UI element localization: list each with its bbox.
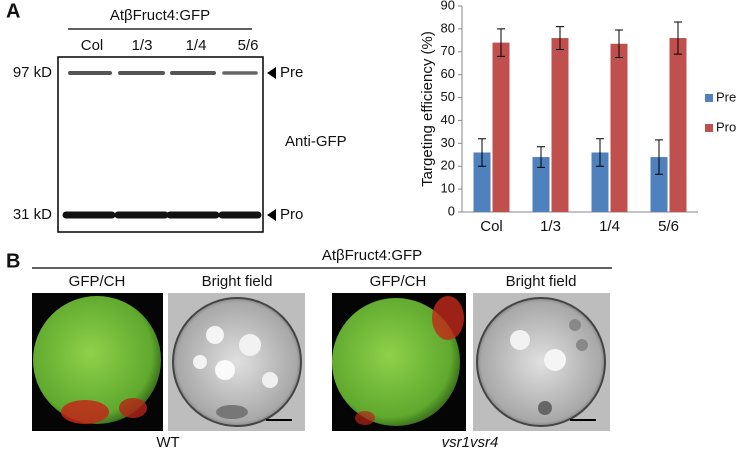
genotype: WT — [156, 434, 179, 450]
micrograph — [32, 293, 163, 431]
error-bar — [615, 29, 623, 58]
error-bar — [497, 28, 505, 57]
panel-label: A — [6, 0, 20, 22]
marker-label: 97 kD — [13, 64, 52, 81]
error-bar — [478, 138, 486, 167]
micrograph — [168, 293, 305, 431]
error-bar — [537, 146, 545, 168]
bar — [473, 152, 491, 212]
lane-label: 1/4 — [186, 37, 207, 54]
lane-label: 1/3 — [132, 37, 153, 54]
y-tick-label: 80 — [441, 20, 455, 35]
panel-label: B — [6, 250, 20, 272]
legend-swatch — [705, 124, 713, 132]
x-tick-label: 1/4 — [599, 218, 620, 235]
antibody: Anti-GFP — [285, 133, 347, 150]
y-tick-label: 10 — [441, 181, 455, 196]
x-tick-label: 5/6 — [658, 218, 679, 235]
y-tick-label: 90 — [441, 0, 455, 12]
bar — [650, 157, 668, 212]
legend-swatch — [705, 94, 713, 102]
band-label: Pro — [280, 206, 303, 223]
error-bar — [655, 139, 663, 175]
y-tick-label: 70 — [441, 43, 455, 58]
error-bar — [596, 138, 604, 167]
bar — [551, 38, 569, 212]
y-tick-label: 40 — [441, 112, 455, 127]
bar — [591, 152, 609, 212]
bands — [62, 71, 262, 219]
construct: AtβFruct4:GFP — [110, 7, 210, 24]
bar — [532, 157, 550, 212]
lane-label: Col — [81, 37, 104, 54]
micrograph — [473, 293, 610, 431]
band-label: Pre — [280, 64, 303, 81]
construct: AtβFruct4:GFP — [322, 247, 422, 264]
error-bar — [674, 21, 682, 55]
y-tick-label: 30 — [441, 135, 455, 150]
y-tick-label: 20 — [441, 158, 455, 173]
marker-label: 31 kD — [13, 206, 52, 223]
arrow — [267, 209, 276, 221]
arrow — [267, 67, 276, 79]
y-tick-label: 50 — [441, 89, 455, 104]
micrograph — [332, 293, 466, 431]
bar — [669, 38, 687, 212]
legend-label: Pre — [716, 89, 736, 104]
error-bar — [556, 26, 564, 50]
x-tick-label: Col — [480, 218, 503, 235]
column-label: GFP/CH — [370, 273, 427, 290]
column-label: Bright field — [202, 273, 273, 290]
blot — [57, 56, 264, 233]
bar — [492, 42, 510, 212]
genotype: vsr1vsr4 — [442, 434, 499, 450]
y-tick-label: 0 — [448, 203, 455, 218]
chart: 0 10 20 30 40 50 60 70 80 90 Targeting efficiency … — [419, 0, 736, 235]
y-tick-label: 60 — [441, 66, 455, 81]
x-tick-label: 1/3 — [540, 218, 561, 235]
lane-label: 5/6 — [238, 37, 259, 54]
column-label: Bright field — [506, 273, 577, 290]
y-axis-label: Targeting efficiency (%) — [419, 31, 436, 187]
bar — [610, 43, 628, 213]
column-label: GFP/CH — [69, 273, 126, 290]
legend-label: Pro — [716, 119, 736, 134]
